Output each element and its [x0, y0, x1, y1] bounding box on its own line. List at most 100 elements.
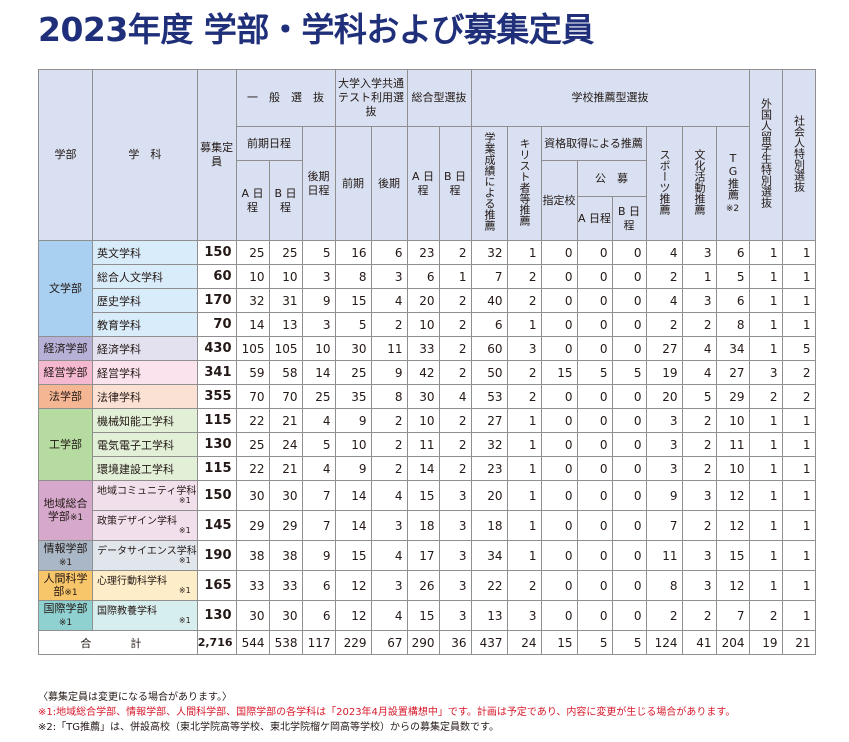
subject-note: ※1: [178, 616, 191, 626]
value-cell: 1: [506, 240, 542, 265]
value-cell: 2: [681, 408, 717, 433]
quota-cell: 165: [196, 570, 237, 601]
value-cell: 1: [748, 432, 783, 457]
value-cell: 12: [334, 600, 372, 631]
value-cell: 21: [268, 456, 303, 481]
value-cell: 8: [715, 312, 750, 337]
value-cell: 0: [576, 384, 613, 409]
value-cell: 1: [506, 432, 542, 457]
value-cell: 14: [334, 480, 372, 511]
subject-name: 環境建設工学科: [92, 456, 198, 481]
value-cell: 15: [406, 480, 440, 511]
header-gakka: 学 科: [92, 69, 198, 241]
value-cell: 25: [301, 384, 336, 409]
quota-cell: 341: [196, 360, 237, 385]
value-cell: 3: [681, 288, 717, 313]
quota-cell: 130: [196, 600, 237, 631]
subject-name: データサイエンス学科 ※1: [92, 540, 198, 571]
value-cell: 0: [611, 408, 647, 433]
header-koubo-a: A 日程: [576, 196, 613, 241]
quota-cell: 430: [196, 336, 237, 361]
value-cell: 2: [681, 432, 717, 457]
value-cell: 0: [540, 432, 578, 457]
header-seiseki: 学業成績による推薦: [470, 126, 508, 241]
value-cell: 29: [235, 510, 270, 541]
value-cell: 9: [301, 540, 336, 571]
total-value-cell: 124: [645, 630, 683, 655]
department-note: ※1: [58, 618, 73, 629]
header-suisen: 学校推薦型選抜: [470, 69, 750, 127]
department-name: 工学部: [38, 408, 93, 481]
table-row: 人間科学部※1 心理行動科学科 ※1 165 33 33 6 12 3 26 3 22 2 0 0 0 8 3 12…: [38, 570, 816, 601]
value-cell: 2: [506, 384, 542, 409]
value-cell: 0: [576, 264, 613, 289]
value-cell: 33: [406, 336, 440, 361]
value-cell: 3: [301, 312, 336, 337]
header-zenki: 前期日程: [235, 126, 303, 161]
value-cell: 3: [506, 600, 542, 631]
header-sougou: 総合型選抜: [406, 69, 472, 127]
value-cell: 1: [781, 432, 816, 457]
value-cell: 1: [781, 312, 816, 337]
value-cell: 23: [470, 456, 508, 481]
value-cell: 0: [611, 600, 647, 631]
total-value-cell: 41: [681, 630, 717, 655]
department-name: 地域総合学部※1: [38, 480, 93, 541]
value-cell: 2: [681, 312, 717, 337]
value-cell: 1: [438, 264, 472, 289]
header-kyoutsu: 大学入学共通テスト利用選抜: [334, 69, 408, 127]
table-row: 教育学科 70 14 13 3 5 2 10 2 6 1 0 0 0 2 2 8 1 1: [39, 312, 816, 337]
quota-cell: 70: [196, 312, 237, 337]
value-cell: 1: [781, 408, 816, 433]
value-cell: 12: [334, 570, 372, 601]
total-value-cell: 5: [576, 630, 613, 655]
subject-name: 教育学科: [92, 312, 198, 337]
total-value-cell: 117: [301, 630, 336, 655]
value-cell: 9: [370, 360, 408, 385]
value-cell: 14: [334, 510, 372, 541]
value-cell: 5: [576, 360, 613, 385]
value-cell: 34: [470, 540, 508, 571]
value-cell: 32: [470, 240, 508, 265]
value-cell: 4: [681, 336, 717, 361]
value-cell: 11: [370, 336, 408, 361]
value-cell: 7: [301, 480, 336, 511]
value-cell: 0: [540, 540, 578, 571]
value-cell: 2: [438, 456, 472, 481]
value-cell: 1: [748, 570, 783, 601]
page-title: 2023年度 学部・学科および募集定員: [38, 10, 594, 49]
header-sports: スポーツ推薦: [645, 126, 683, 241]
value-cell: 27: [645, 336, 683, 361]
value-cell: 3: [370, 510, 408, 541]
value-cell: 10: [268, 264, 303, 289]
value-cell: 8: [334, 264, 372, 289]
value-cell: 20: [406, 288, 440, 313]
value-cell: 0: [576, 540, 613, 571]
quota-cell: 355: [196, 384, 237, 409]
value-cell: 4: [370, 540, 408, 571]
value-cell: 3: [438, 540, 472, 571]
value-cell: 4: [370, 480, 408, 511]
value-cell: 18: [470, 510, 508, 541]
value-cell: 0: [611, 240, 647, 265]
header-bunka: 文化活動推薦: [681, 126, 717, 241]
table-row: 歴史学科 170 32 31 9 15 4 20 2 40 2 0 0 0 4 3 6 1 1: [39, 288, 816, 313]
value-cell: 29: [715, 384, 750, 409]
subject-note: ※1: [178, 526, 191, 536]
value-cell: 1: [506, 480, 542, 511]
value-cell: 7: [301, 510, 336, 541]
value-cell: 2: [370, 456, 408, 481]
department-note: ※1: [64, 588, 78, 599]
value-cell: 3: [645, 408, 683, 433]
total-value-cell: 5: [611, 630, 647, 655]
value-cell: 9: [334, 456, 372, 481]
quota-cell: 145: [196, 510, 237, 541]
total-quota-cell: 2,716: [196, 630, 237, 655]
value-cell: 5: [611, 360, 647, 385]
value-cell: 2: [681, 510, 717, 541]
value-cell: 0: [576, 408, 613, 433]
value-cell: 13: [470, 600, 508, 631]
value-cell: 0: [576, 336, 613, 361]
value-cell: 33: [235, 570, 270, 601]
value-cell: 10: [406, 312, 440, 337]
